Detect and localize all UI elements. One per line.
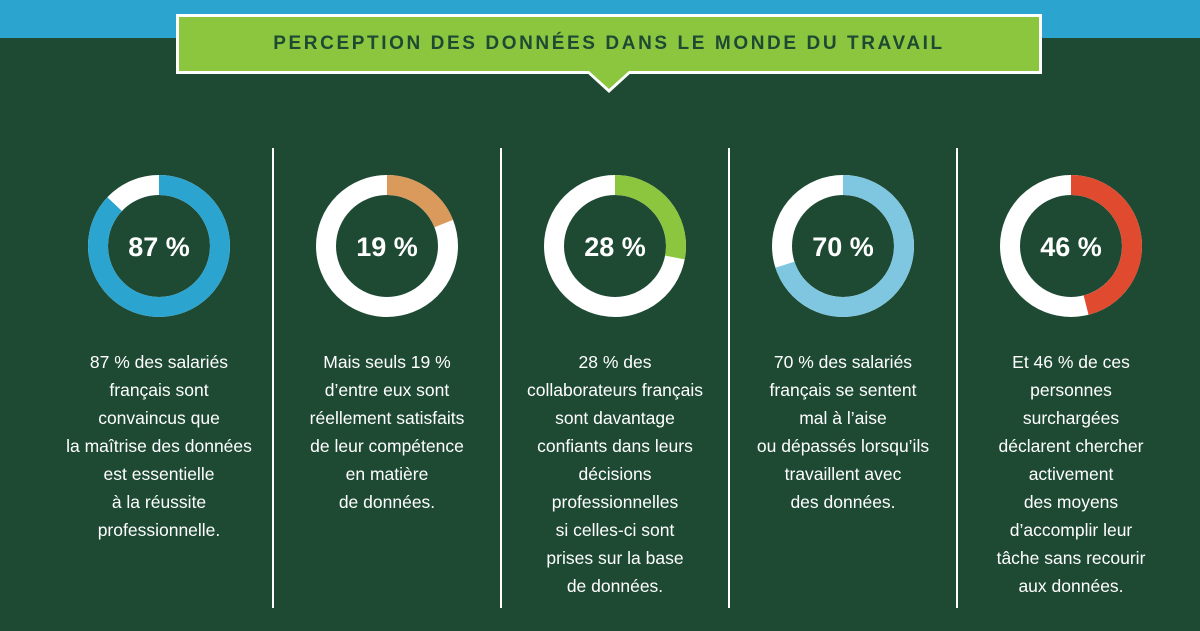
page-title: PERCEPTION DES DONNÉES DANS LE MONDE DU … — [273, 33, 945, 54]
title-banner: PERCEPTION DES DONNÉES DANS LE MONDE DU … — [176, 14, 1042, 74]
stat-description-1: 87 % des salariés français sont convainc… — [66, 352, 252, 540]
stat-description-2: Mais seuls 19 % d’entre eux sont réellem… — [309, 352, 465, 512]
column-divider-3 — [728, 148, 730, 608]
column-divider-4 — [956, 148, 958, 608]
donut-label-5: 46 % — [1040, 232, 1102, 262]
column-divider-1 — [272, 148, 274, 608]
stat-description-3: 28 % des collaborateurs français sont da… — [526, 352, 704, 596]
stat-description-4: 70 % des salariés français se sentent ma… — [756, 352, 930, 512]
donut-chart-5: 46 % — [1000, 175, 1142, 317]
donut-chart-4: 70 % — [772, 175, 914, 317]
stat-description-5: Et 46 % de ces personnes surchargées déc… — [996, 352, 1146, 596]
donut-label-1: 87 % — [128, 232, 190, 262]
stat-column-5: 46 % Et 46 % de ces personnes surchargée… — [958, 172, 1184, 600]
donut-label-3: 28 % — [584, 232, 646, 262]
donut-ring-value-5 — [1000, 175, 1142, 317]
stat-column-3: 28 % 28 % des collaborateurs français so… — [502, 172, 728, 600]
column-divider-2 — [500, 148, 502, 608]
donut-label-2: 19 % — [356, 232, 418, 262]
donut-ring-value-2 — [316, 175, 458, 317]
donut-ring-value-4 — [772, 175, 914, 317]
stat-column-1: 87 % 87 % des salariés français sont con… — [46, 172, 272, 544]
donut-chart-3: 28 % — [544, 175, 686, 317]
donut-ring-value-3 — [544, 175, 686, 317]
stat-column-2: 19 % Mais seuls 19 % d’entre eux sont ré… — [274, 172, 500, 516]
stat-column-4: 70 % 70 % des salariés français se sente… — [730, 172, 956, 516]
donut-ring-value-1 — [88, 175, 230, 317]
donut-label-4: 70 % — [812, 232, 874, 262]
banner-pointer — [589, 71, 629, 89]
donut-chart-1: 87 % — [88, 175, 230, 317]
donut-chart-2: 19 % — [316, 175, 458, 317]
